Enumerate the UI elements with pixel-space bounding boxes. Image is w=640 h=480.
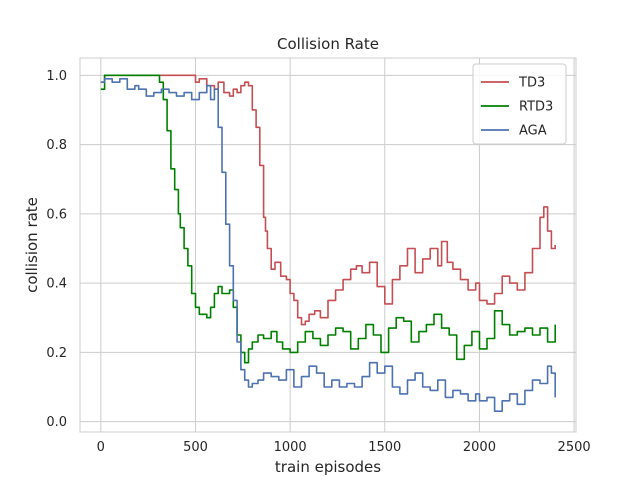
y-tick-label: 1.0 xyxy=(46,69,67,84)
series-line-aga xyxy=(100,78,556,412)
grid-lines xyxy=(80,58,576,432)
legend-box xyxy=(472,63,567,145)
plot-frame xyxy=(79,57,577,433)
legend: TD3 RTD3 AGA xyxy=(472,63,567,145)
y-tick-label: 0.2 xyxy=(46,346,67,361)
series-line-td3 xyxy=(100,74,556,326)
y-tick-label: 0.6 xyxy=(46,207,67,222)
legend-label-td3: TD3 xyxy=(518,76,545,91)
series-layer xyxy=(100,74,556,412)
x-tick-label: 1500 xyxy=(368,440,401,455)
tick-labels: 0 500 1000 1500 2000 2500 0.0 0.2 0.4 0.6 0.8 1.0 xyxy=(46,69,590,455)
chart-title: Collision Rate xyxy=(277,35,379,53)
y-tick-label: 0.4 xyxy=(46,277,67,292)
x-tick-label: 1000 xyxy=(274,440,307,455)
x-tick-label: 500 xyxy=(183,440,208,455)
y-tick-label: 0.8 xyxy=(46,138,67,153)
x-axis-label: train episodes xyxy=(275,458,381,476)
x-tick-label: 0 xyxy=(97,440,105,455)
series-line-rtd3 xyxy=(100,74,556,364)
x-tick-label: 2000 xyxy=(463,440,496,455)
x-tick-label: 2500 xyxy=(558,440,591,455)
y-axis-label: collision rate xyxy=(23,197,41,293)
legend-label-aga: AGA xyxy=(519,124,547,139)
legend-label-rtd3: RTD3 xyxy=(519,100,553,115)
y-tick-label: 0.0 xyxy=(46,415,67,430)
